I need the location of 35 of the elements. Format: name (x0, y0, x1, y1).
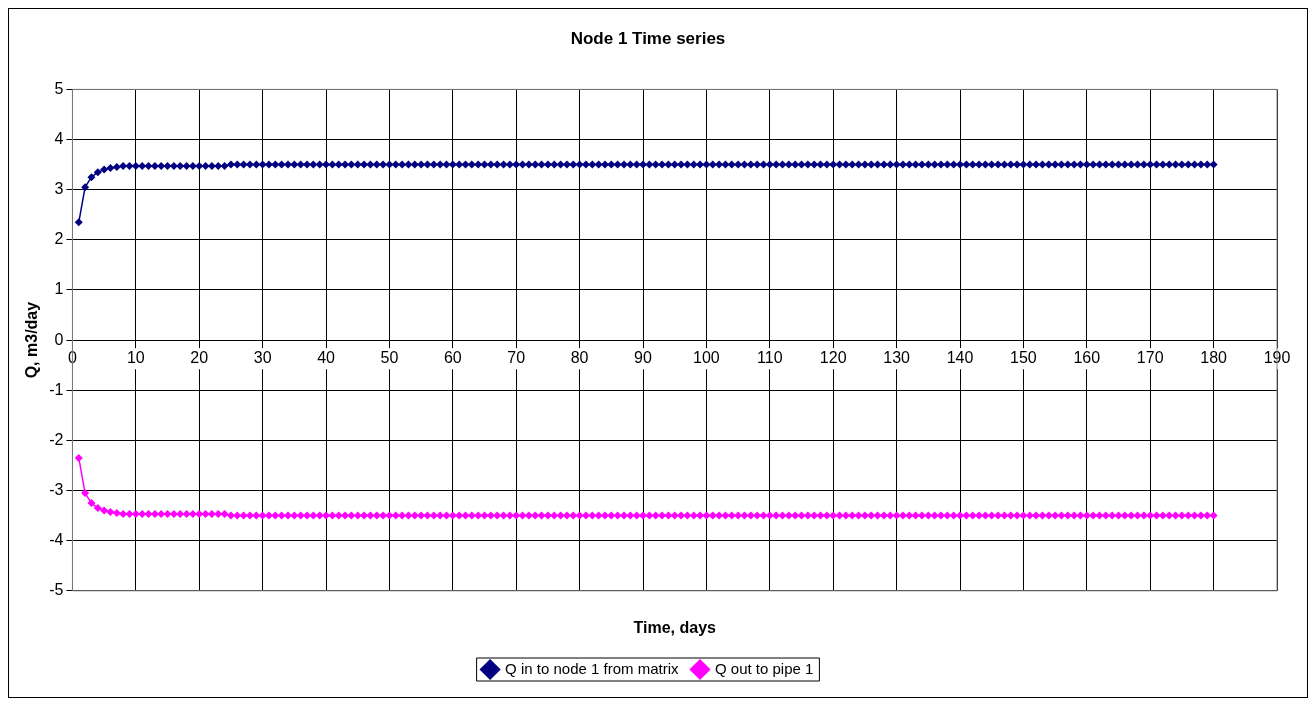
y-tick-label: 5 (54, 79, 64, 97)
x-tick-label: 120 (819, 349, 847, 367)
y-tick-label: -5 (49, 581, 64, 599)
x-tick-label: 40 (317, 349, 336, 367)
x-tick-label: 180 (1200, 349, 1228, 367)
x-tick-label: 90 (634, 349, 653, 367)
x-tick-label: 170 (1136, 349, 1164, 367)
y-tick-label: 0 (54, 330, 64, 348)
x-tick-label: 110 (757, 349, 783, 367)
x-tick-label: 20 (190, 349, 209, 367)
x-tick-label: 70 (507, 349, 526, 367)
y-tick-label: 2 (54, 230, 64, 248)
x-tick-label: 140 (946, 349, 974, 367)
x-tick-label: 80 (570, 349, 589, 367)
legend-label: Q out to pipe 1 (715, 659, 814, 677)
y-axis-title: Q, m3/day (23, 301, 41, 379)
y-tick-label: -1 (49, 380, 64, 398)
x-tick-label: 150 (1010, 349, 1037, 367)
x-tick-label: 130 (883, 349, 911, 367)
x-tick-label: 190 (1263, 349, 1291, 367)
y-tick-label: -3 (49, 480, 64, 498)
x-tick-label: 160 (1073, 349, 1101, 367)
x-axis-title: Time, days (633, 618, 717, 636)
y-tick-label: -4 (49, 531, 64, 549)
x-tick-label: 100 (693, 349, 720, 367)
chart-title: Node 1 Time series (570, 28, 726, 48)
legend-label: Q in to node 1 from matrix (505, 659, 679, 677)
x-tick-label: 30 (253, 349, 272, 367)
y-tick-label: 1 (54, 280, 64, 298)
y-tick-label: -2 (49, 430, 64, 448)
y-tick-label: 4 (54, 129, 64, 147)
x-tick-label: 60 (443, 349, 462, 367)
x-tick-label: 50 (380, 349, 399, 367)
y-tick-label: 3 (54, 180, 64, 198)
x-tick-label: 10 (126, 349, 145, 367)
